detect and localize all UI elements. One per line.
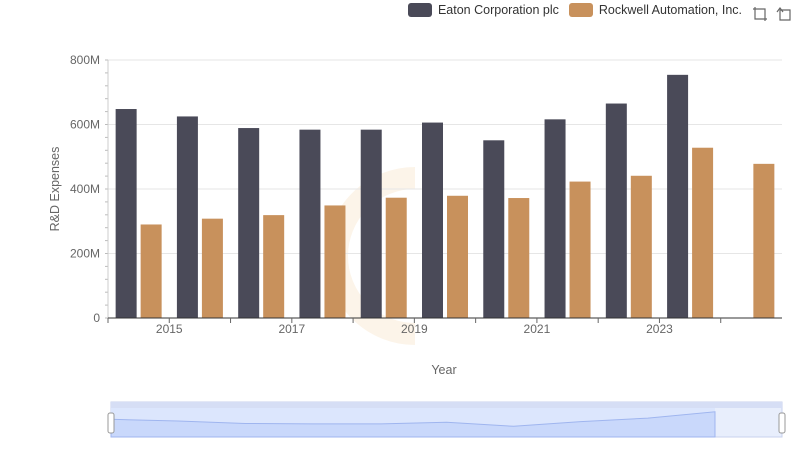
bar-eaton-2018[interactable] <box>360 129 382 318</box>
navigator-handle-right[interactable] <box>778 412 786 434</box>
range-navigator <box>107 401 786 438</box>
bar-rockwell-2021[interactable] <box>569 181 591 318</box>
x-tick-label-2023: 2023 <box>646 322 673 336</box>
bar-eaton-2020[interactable] <box>483 140 505 318</box>
legend-swatch-eaton <box>407 3 432 17</box>
chart-toolbar <box>752 6 792 22</box>
navigator-scrollbar[interactable] <box>111 402 782 408</box>
bar-rockwell-2019[interactable] <box>447 195 468 318</box>
y-tick-label: 0 <box>93 311 100 325</box>
y-tick-label: 600M <box>70 118 100 132</box>
legend-item-eaton[interactable]: Eaton Corporation plc <box>407 3 559 17</box>
y-tick-label: 800M <box>70 53 100 67</box>
bar-eaton-2021[interactable] <box>544 119 566 318</box>
bar-eaton-2023[interactable] <box>667 74 689 319</box>
bar-rockwell-2015[interactable] <box>201 218 223 318</box>
navigator-selected-range <box>111 407 715 437</box>
bar-rockwell-2022[interactable] <box>630 175 652 318</box>
bar-eaton-2017[interactable] <box>299 129 321 318</box>
y-axis-label: R&D Expenses <box>48 147 62 232</box>
bar-rockwell-2024[interactable] <box>753 163 775 318</box>
x-axis-label: Year <box>431 363 456 377</box>
navigator-series-line <box>110 411 716 438</box>
bar-rockwell-2018[interactable] <box>385 197 407 318</box>
navigator-handle-left[interactable] <box>107 412 115 434</box>
x-tick-label-2021: 2021 <box>524 322 551 336</box>
legend-item-rockwell[interactable]: Rockwell Automation, Inc. <box>568 3 742 17</box>
watermark-logo <box>326 167 416 345</box>
legend: Eaton Corporation plc Rockwell Automatio… <box>407 3 742 17</box>
y-tick-label: 400M <box>70 182 100 196</box>
bar-rockwell-2016[interactable] <box>263 215 285 318</box>
zoom-select-icon[interactable] <box>752 6 768 22</box>
bar-eaton-2019[interactable] <box>422 122 443 318</box>
x-tick-label-2015: 2015 <box>156 322 183 336</box>
x-tick-label-2019: 2019 <box>401 322 428 336</box>
navigator-track <box>110 401 783 438</box>
legend-label-eaton: Eaton Corporation plc <box>437 3 559 17</box>
y-axis: 0 200M 400M 600M 800M <box>70 53 109 325</box>
bar-eaton-2016[interactable] <box>238 128 260 318</box>
zoom-reset-icon[interactable] <box>776 6 792 22</box>
bars <box>115 74 775 319</box>
bar-eaton-2014[interactable] <box>115 109 137 319</box>
y-tick-label: 200M <box>70 247 100 261</box>
bar-rockwell-2020[interactable] <box>508 198 530 318</box>
legend-label-rockwell: Rockwell Automation, Inc. <box>598 3 742 17</box>
x-tick-label-2017: 2017 <box>278 322 305 336</box>
grid-lines <box>108 59 782 319</box>
legend-swatch-rockwell <box>568 3 593 17</box>
bar-rockwell-2023[interactable] <box>692 147 714 318</box>
bar-eaton-2015[interactable] <box>176 116 198 318</box>
bar-rockwell-2017[interactable] <box>324 205 346 318</box>
bar-eaton-2022[interactable] <box>605 103 627 318</box>
x-axis: 2015 2017 2019 2021 2023 <box>107 317 782 336</box>
bar-rockwell-2014[interactable] <box>140 224 162 318</box>
